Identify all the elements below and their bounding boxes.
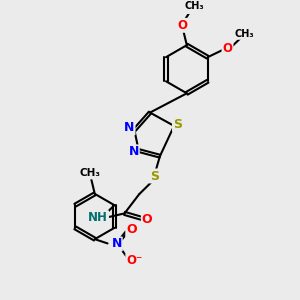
Text: CH₃: CH₃ bbox=[185, 2, 204, 11]
Text: N: N bbox=[124, 122, 134, 134]
Text: O: O bbox=[142, 213, 152, 226]
Text: O: O bbox=[126, 223, 137, 236]
Text: O: O bbox=[178, 19, 188, 32]
Text: CH₃: CH₃ bbox=[80, 169, 100, 178]
Text: CH₃: CH₃ bbox=[235, 29, 254, 39]
Text: O: O bbox=[223, 42, 232, 55]
Text: O⁻: O⁻ bbox=[126, 254, 142, 267]
Text: S: S bbox=[150, 169, 159, 182]
Text: N: N bbox=[111, 238, 122, 250]
Text: NH: NH bbox=[88, 211, 108, 224]
Text: S: S bbox=[173, 118, 182, 131]
Text: N: N bbox=[128, 146, 139, 158]
